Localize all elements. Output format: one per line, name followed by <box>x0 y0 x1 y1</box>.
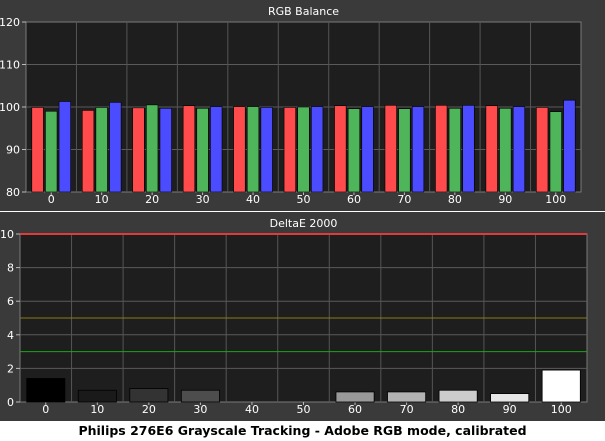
deltae-y-tick-label: 6 <box>7 295 14 308</box>
rgb-y-tick-label: 110 <box>0 59 20 72</box>
deltae-x-tick-label: 70 <box>400 403 414 416</box>
rgb-green-bar <box>246 106 260 193</box>
rgb-blue-bar <box>159 107 172 193</box>
deltae-gray-bar <box>335 391 375 403</box>
deltae-gray-bar <box>180 389 220 403</box>
deltae-gray-bar <box>438 389 478 403</box>
rgb-x-tick-label: 70 <box>397 193 411 206</box>
rgb-x-tick-label: 60 <box>347 193 361 206</box>
rgb-red-bar <box>31 107 44 193</box>
deltae-gray-bar <box>26 378 66 403</box>
rgb-x-tick-label: 50 <box>297 193 311 206</box>
deltae-y-tick-label: 10 <box>0 228 14 241</box>
rgb-green-bar <box>196 107 209 193</box>
deltae-x-tick-label: 0 <box>42 403 49 416</box>
deltae-y-tick-label: 8 <box>7 262 14 275</box>
rgb-green-bar <box>549 111 562 193</box>
deltae-gray-bar <box>541 369 581 403</box>
rgb-blue-bar <box>311 106 324 193</box>
rgb-x-tick-label: 0 <box>48 193 55 206</box>
rgb-blue-bar <box>361 106 374 193</box>
rgb-red-bar <box>384 105 397 193</box>
deltae-x-tick-label: 40 <box>245 403 259 416</box>
rgb-x-tick-label: 30 <box>196 193 210 206</box>
panel-divider <box>0 211 605 212</box>
rgb-x-tick-label: 20 <box>145 193 159 206</box>
rgb-green-bar <box>347 108 361 193</box>
deltae-y-tick-label: 2 <box>7 362 14 375</box>
rgb-red-bar <box>182 105 196 193</box>
rgb-green-bar <box>297 106 310 193</box>
deltae-y-tick-label: 4 <box>7 329 14 342</box>
rgb-blue-bar <box>109 102 122 193</box>
rgb-red-bar <box>485 105 498 193</box>
deltae-gray-bar <box>490 393 530 403</box>
deltae-gray-bar <box>387 391 427 403</box>
deltae-x-tick-label: 90 <box>503 403 517 416</box>
rgb-x-tick-label: 100 <box>545 193 566 206</box>
rgb-red-bar <box>334 105 347 193</box>
deltae-x-tick-label: 80 <box>451 403 465 416</box>
rgb-y-tick-label: 80 <box>6 186 20 199</box>
rgb-green-bar <box>45 110 58 193</box>
rgb-x-tick-label: 10 <box>95 193 109 206</box>
rgb-red-bar <box>233 106 246 193</box>
deltae-x-tick-label: 20 <box>142 403 156 416</box>
rgb-green-bar <box>398 108 411 193</box>
deltae-x-tick-label: 60 <box>348 403 362 416</box>
rgb-red-bar <box>81 110 95 193</box>
rgb-blue-bar <box>563 99 576 193</box>
rgb-blue-bar <box>411 106 425 193</box>
rgb-red-bar <box>536 107 549 193</box>
rgb-red-bar <box>132 107 145 193</box>
rgb-red-bar <box>283 107 296 193</box>
rgb-blue-bar <box>260 107 273 193</box>
rgb-x-tick-label: 40 <box>246 193 260 206</box>
rgb-y-tick-label: 90 <box>6 144 20 157</box>
rgb-red-bar <box>435 105 448 193</box>
deltae-gray-bar <box>129 388 169 403</box>
deltae-chart-title: DeltaE 2000 <box>270 217 338 230</box>
deltae-x-tick-label: 100 <box>551 403 572 416</box>
deltae-y-tick-label: 0 <box>7 396 14 409</box>
deltae-x-tick-label: 30 <box>193 403 207 416</box>
rgb-green-bar <box>448 107 461 193</box>
rgb-x-tick-label: 80 <box>448 193 462 206</box>
rgb-green-bar <box>499 107 512 193</box>
rgb-chart-title: RGB Balance <box>268 5 339 18</box>
rgb-y-tick-label: 120 <box>0 16 20 29</box>
rgb-blue-bar <box>462 105 475 193</box>
rgb-green-bar <box>146 104 159 193</box>
figure-caption: Philips 276E6 Grayscale Tracking - Adobe… <box>78 423 527 438</box>
rgb-x-tick-label: 90 <box>498 193 512 206</box>
deltae-x-tick-label: 50 <box>297 403 311 416</box>
rgb-blue-bar <box>58 101 71 193</box>
deltae-gray-bar <box>77 389 117 403</box>
deltae-x-tick-label: 10 <box>90 403 104 416</box>
rgb-green-bar <box>95 107 108 193</box>
rgb-blue-bar <box>210 106 223 193</box>
rgb-blue-bar <box>512 106 526 193</box>
rgb-y-tick-label: 100 <box>0 101 20 114</box>
